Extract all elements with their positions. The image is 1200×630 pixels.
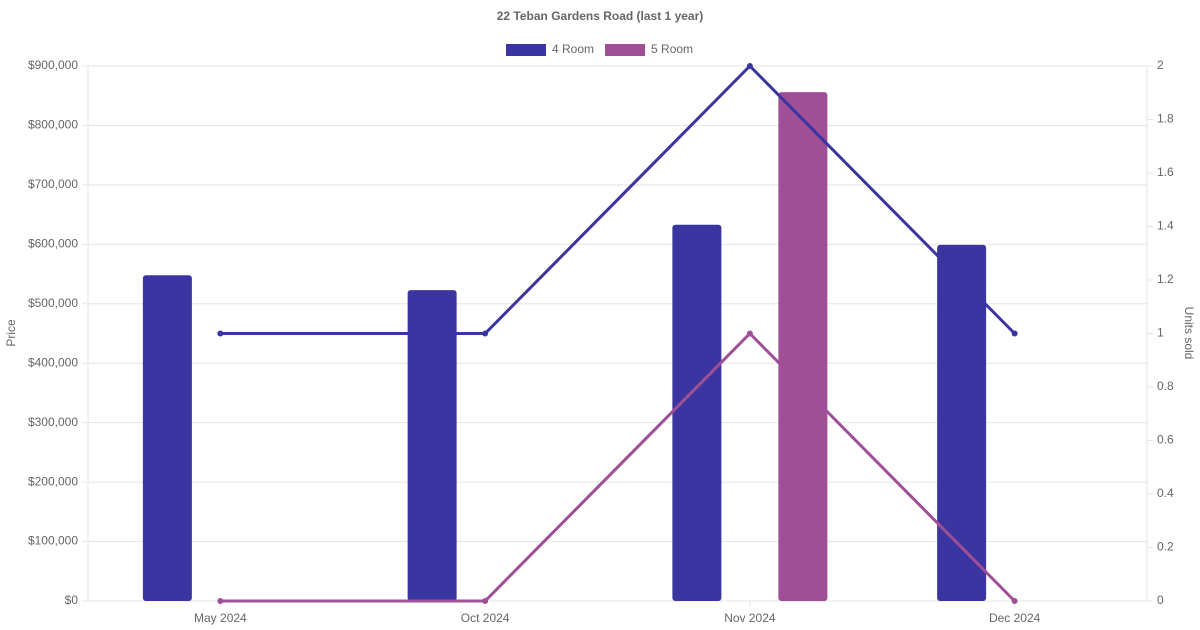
x-tick-label: Dec 2024 <box>989 611 1041 625</box>
x-tick-label: May 2024 <box>194 611 247 625</box>
legend-swatch <box>506 44 546 56</box>
y-tick-label: $600,000 <box>28 237 78 251</box>
y-tick-label: $400,000 <box>28 355 78 369</box>
line <box>220 331 1016 603</box>
bar <box>672 224 722 601</box>
chart-title: 22 Teban Gardens Road (last 1 year) <box>497 9 704 23</box>
legend-label: 5 Room <box>651 42 693 56</box>
y-axis-label: Price <box>4 319 18 347</box>
y-tick-label: $900,000 <box>28 58 78 72</box>
y2-tick-label: 1.6 <box>1157 165 1174 179</box>
y2-axis-label: Units sold <box>1182 307 1196 360</box>
legend-label: 4 Room <box>552 42 594 56</box>
y-tick-label: $200,000 <box>28 474 78 488</box>
y2-tick-label: 1.8 <box>1157 112 1174 126</box>
y2-tick-label: 0.4 <box>1157 486 1174 500</box>
line-point <box>1011 330 1018 337</box>
y2-tick-label: 2 <box>1157 58 1164 72</box>
y2-tick-label: 1.4 <box>1157 219 1174 233</box>
x-tick-label: Oct 2024 <box>461 611 510 625</box>
bar <box>142 275 192 601</box>
line-point <box>1011 598 1018 604</box>
y2-tick-label: 0.6 <box>1157 433 1174 447</box>
y2-tick-label: 1 <box>1157 326 1164 340</box>
bar <box>937 244 987 601</box>
x-tick-label: Nov 2024 <box>724 611 776 625</box>
line <box>220 63 1016 335</box>
y2-tick-label: 0.2 <box>1157 540 1174 554</box>
line-point <box>482 598 489 604</box>
line-point <box>746 330 753 337</box>
y-tick-label: $700,000 <box>28 177 78 191</box>
y2-tick-label: 0.8 <box>1157 379 1174 393</box>
y-tick-label: $500,000 <box>28 296 78 310</box>
legend-swatch <box>605 44 646 56</box>
line-point <box>217 598 224 604</box>
y2-tick-label: 0 <box>1157 593 1164 607</box>
line-point <box>217 330 224 337</box>
y-tick-label: $800,000 <box>28 118 78 132</box>
y2-tick-label: 1.2 <box>1157 272 1174 286</box>
bar <box>778 92 828 602</box>
y-tick-label: $300,000 <box>28 415 78 429</box>
bar <box>407 290 457 601</box>
line-point <box>746 63 753 69</box>
y-tick-label: $100,000 <box>28 534 78 548</box>
y-tick-label: $0 <box>65 593 79 607</box>
line-point <box>482 330 489 337</box>
